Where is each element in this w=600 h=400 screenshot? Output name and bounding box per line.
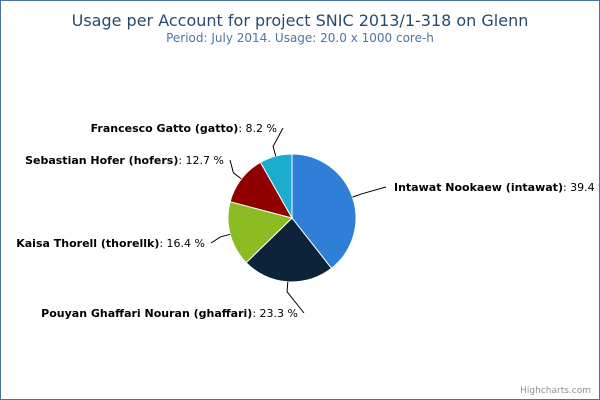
slice-label-value: : 16.4 % <box>159 237 205 250</box>
slice-label-value: : 23.3 % <box>252 307 298 320</box>
slice-label: Sebastian Hofer (hofers): 12.7 % <box>25 154 224 167</box>
slice-label-name: Francesco Gatto (gatto) <box>91 122 239 135</box>
label-connector <box>229 159 242 180</box>
label-connector <box>272 127 284 157</box>
slice-label: Intawat Nookaew (intawat): 39.4 % <box>394 181 599 194</box>
slice-label-name: Pouyan Ghaffari Nouran (ghaffari) <box>41 307 252 320</box>
slice-label-value: : 8.2 % <box>238 122 277 135</box>
label-connector <box>286 281 305 314</box>
chart-subtitle: Period: July 2014. Usage: 20.0 x 1000 co… <box>166 31 434 45</box>
chart-title: Usage per Account for project SNIC 2013/… <box>72 11 529 30</box>
slice-label-name: Kaisa Thorell (thorellk) <box>16 237 159 250</box>
label-connectors <box>210 127 387 314</box>
slice-label-name: Sebastian Hofer (hofers) <box>25 154 178 167</box>
credits-link[interactable]: Highcharts.com <box>520 386 591 396</box>
slice-label-name: Intawat Nookaew (intawat) <box>394 181 563 194</box>
pie-slice[interactable] <box>245 217 333 283</box>
slice-label: Francesco Gatto (gatto): 8.2 % <box>91 122 277 135</box>
slice-label-value: : 39.4 % <box>563 181 599 194</box>
label-connector <box>352 186 387 198</box>
slice-label-value: : 12.7 % <box>178 154 224 167</box>
pie-slice[interactable] <box>259 153 293 220</box>
slice-label: Kaisa Thorell (thorellk): 16.4 % <box>16 237 205 250</box>
slice-labels: Intawat Nookaew (intawat): 39.4 % Pouyan … <box>16 122 599 320</box>
pie-slice[interactable] <box>227 201 293 264</box>
pie-slice[interactable] <box>291 153 357 270</box>
label-connector <box>210 233 231 244</box>
slice-label: Pouyan Ghaffari Nouran (ghaffari): 23.3 … <box>41 307 298 320</box>
pie-slices <box>227 153 357 283</box>
